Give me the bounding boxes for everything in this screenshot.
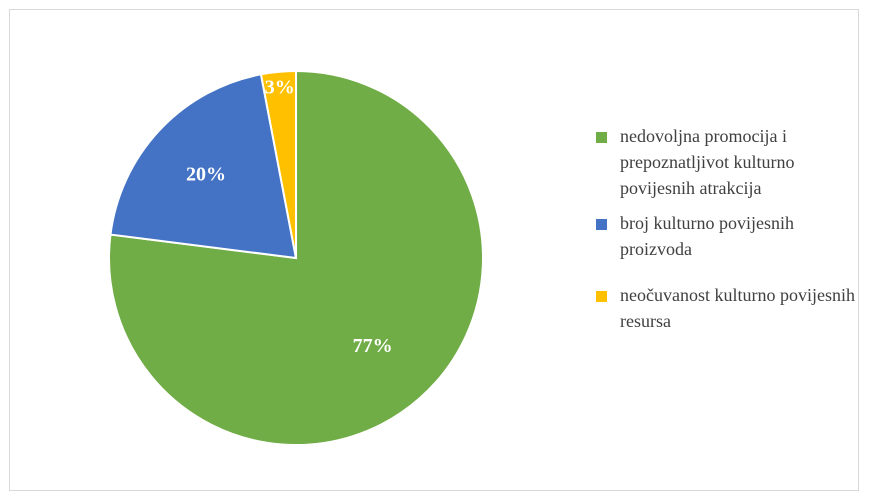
legend-item-resursi: neočuvanost kulturno povijesnih resursa [596,282,856,334]
legend-item-proizvodi: broj kulturno povijesnih proizvoda [596,210,856,262]
legend-label-resursi: neočuvanost kulturno povijesnih resursa [620,285,855,331]
legend-swatch-promocija [596,132,607,143]
pie-data-label-1: 20% [186,164,226,186]
legend-item-promocija: nedovoljna promocija i prepoznatljivot k… [596,123,856,201]
legend-swatch-resursi [596,291,607,302]
legend-label-promocija: nedovoljna promocija i prepoznatljivot k… [620,126,795,198]
legend: nedovoljna promocija i prepoznatljivot k… [596,123,856,334]
pie-slice-1 [109,73,298,260]
legend-label-proizvodi: broj kulturno povijesnih proizvoda [620,213,794,259]
pie-data-label-2: 3% [265,77,295,99]
pie-slice-2 [259,69,297,259]
legend-swatch-proizvodi [596,219,607,230]
pie-data-label-0: 77% [353,335,393,357]
